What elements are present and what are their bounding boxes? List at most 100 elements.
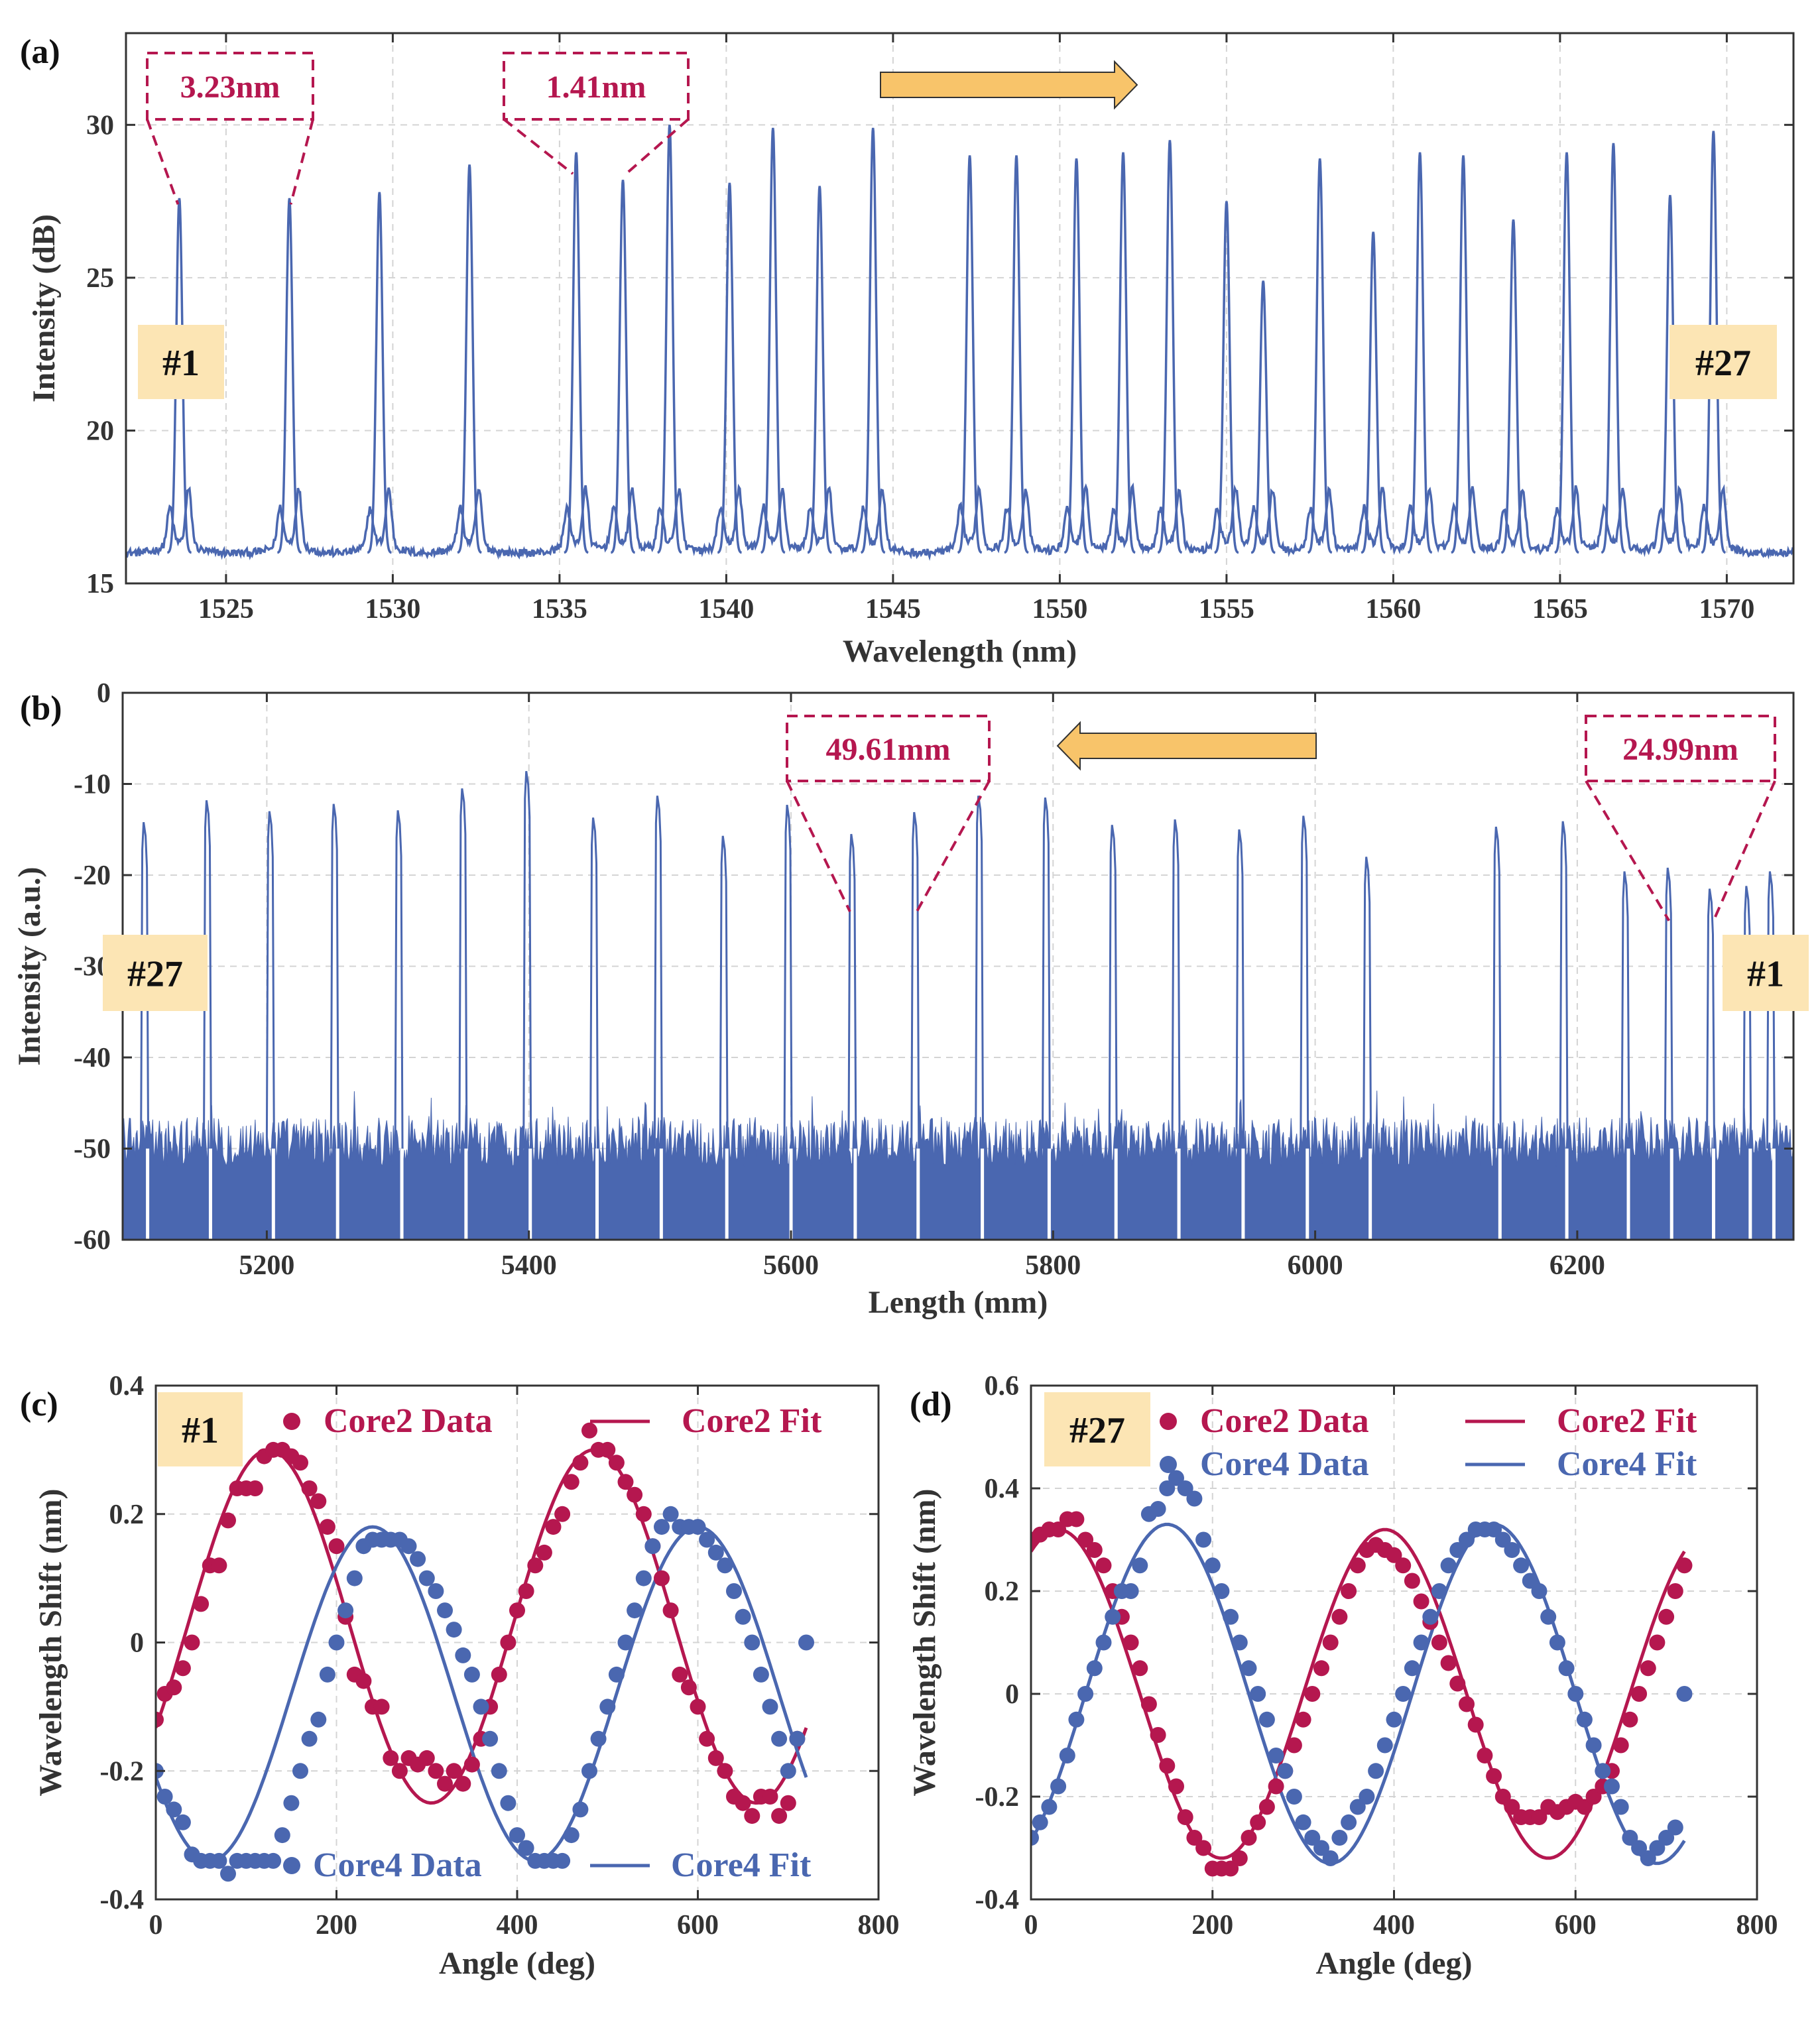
data-point bbox=[1295, 1814, 1311, 1830]
x-tick-label: 800 bbox=[858, 1910, 900, 1940]
data-point bbox=[1359, 1789, 1375, 1805]
x-tick-label: 600 bbox=[677, 1910, 719, 1940]
data-point bbox=[1159, 1758, 1176, 1774]
data-point bbox=[699, 1531, 715, 1548]
callout-leader bbox=[146, 119, 180, 205]
y-tick-label: 0 bbox=[130, 1628, 144, 1659]
x-tick-label: 1565 bbox=[1532, 594, 1588, 625]
data-point bbox=[1331, 1830, 1348, 1846]
data-point bbox=[355, 1673, 372, 1689]
trace-peak bbox=[910, 811, 920, 1149]
callout-leader bbox=[503, 118, 574, 175]
legend-item: Core4 Data bbox=[1160, 1445, 1369, 1483]
data-point bbox=[1604, 1778, 1620, 1795]
trace-peak bbox=[330, 804, 339, 1149]
callout: 24.99nm bbox=[1585, 715, 1776, 922]
legend-label: Core4 Fit bbox=[671, 1846, 812, 1884]
data-point bbox=[672, 1666, 688, 1683]
data-point bbox=[463, 1666, 480, 1683]
trace-peak bbox=[1108, 825, 1118, 1149]
data-point bbox=[572, 1455, 589, 1471]
data-point bbox=[644, 1538, 661, 1555]
trace-peak bbox=[1300, 815, 1309, 1149]
data-point bbox=[635, 1570, 652, 1586]
legend-item: Core4 Fit bbox=[590, 1846, 812, 1884]
data-point bbox=[1459, 1531, 1475, 1548]
data-point bbox=[590, 1730, 607, 1747]
data-point bbox=[319, 1519, 335, 1535]
data-point bbox=[1177, 1809, 1193, 1825]
tag-box bbox=[103, 935, 208, 1011]
data-point bbox=[383, 1750, 399, 1766]
data-point bbox=[1494, 1531, 1511, 1548]
data-point bbox=[174, 1660, 191, 1677]
data-point bbox=[337, 1602, 354, 1619]
data-point bbox=[1504, 1542, 1520, 1558]
data-point bbox=[1513, 1557, 1530, 1574]
data-point bbox=[536, 1544, 552, 1561]
data-point bbox=[1223, 1860, 1239, 1877]
data-point bbox=[545, 1519, 562, 1535]
data-point bbox=[599, 1441, 616, 1458]
trace-peak bbox=[1235, 829, 1245, 1149]
x-tick-label: 5400 bbox=[501, 1250, 557, 1281]
data-point bbox=[509, 1602, 525, 1619]
trace-peak bbox=[975, 796, 985, 1149]
data-point bbox=[1676, 1557, 1693, 1574]
data-point bbox=[1258, 1711, 1275, 1728]
data-point bbox=[437, 1602, 453, 1619]
data-point bbox=[301, 1480, 318, 1496]
data-point bbox=[1422, 1608, 1439, 1625]
spectrum-series bbox=[126, 125, 1793, 561]
data-point bbox=[1068, 1711, 1085, 1728]
x-tick-label: 1550 bbox=[1032, 594, 1087, 625]
data-point bbox=[509, 1827, 525, 1844]
x-tick-label: 6200 bbox=[1549, 1250, 1605, 1281]
y-axis-label: Wavelength Shift (nm) bbox=[33, 1488, 68, 1796]
tag-box bbox=[1723, 935, 1809, 1011]
data-point bbox=[617, 1634, 634, 1651]
data-point bbox=[1440, 1557, 1457, 1574]
x-tick-label: 6000 bbox=[1288, 1250, 1343, 1281]
data-point bbox=[1504, 1799, 1520, 1815]
data-point bbox=[635, 1506, 652, 1522]
tag-box bbox=[138, 325, 224, 399]
callout-label: 24.99nm bbox=[1622, 732, 1738, 767]
trace-peak bbox=[1492, 826, 1502, 1149]
data-point bbox=[527, 1557, 544, 1574]
fbg-tag: #27 bbox=[1669, 325, 1777, 399]
data-point bbox=[798, 1634, 814, 1651]
data-point bbox=[1122, 1634, 1139, 1651]
data-point bbox=[274, 1827, 290, 1844]
callout-box bbox=[786, 715, 991, 782]
callout-leader bbox=[916, 780, 991, 912]
x-axis-label: Wavelength (nm) bbox=[843, 634, 1077, 669]
series-group bbox=[1031, 1470, 1693, 1877]
x-tick-label: 800 bbox=[1736, 1910, 1778, 1940]
trace-peak bbox=[1041, 797, 1051, 1149]
callout-leader bbox=[786, 780, 851, 912]
data-point bbox=[500, 1634, 516, 1651]
y-axis-label: Intensity (a.u.) bbox=[12, 866, 47, 1065]
legend-item: Core2 Fit bbox=[1465, 1402, 1697, 1440]
data-point bbox=[1250, 1814, 1266, 1830]
y-tick-label: 30 bbox=[86, 110, 114, 141]
trace-peak bbox=[458, 788, 468, 1149]
data-point bbox=[1612, 1737, 1629, 1754]
x-axis-label: Length (mm) bbox=[869, 1285, 1048, 1320]
data-point bbox=[1349, 1799, 1366, 1815]
data-point bbox=[1204, 1557, 1221, 1574]
data-point bbox=[1622, 1711, 1638, 1728]
callout-label: 49.61mm bbox=[826, 732, 951, 767]
data-point bbox=[1640, 1850, 1656, 1866]
data-point bbox=[1386, 1711, 1402, 1728]
data-point bbox=[518, 1840, 534, 1856]
data-point bbox=[1658, 1608, 1675, 1625]
data-point bbox=[319, 1666, 335, 1683]
legend-marker bbox=[283, 1857, 300, 1874]
spectrum-peak bbox=[1451, 155, 1476, 554]
data-point bbox=[662, 1602, 679, 1619]
legend: Core2 Data Core2 Fit Core4 Data Core4 Fit bbox=[283, 1402, 822, 1884]
direction-arrow bbox=[880, 60, 1138, 110]
data-point bbox=[1159, 1480, 1176, 1496]
